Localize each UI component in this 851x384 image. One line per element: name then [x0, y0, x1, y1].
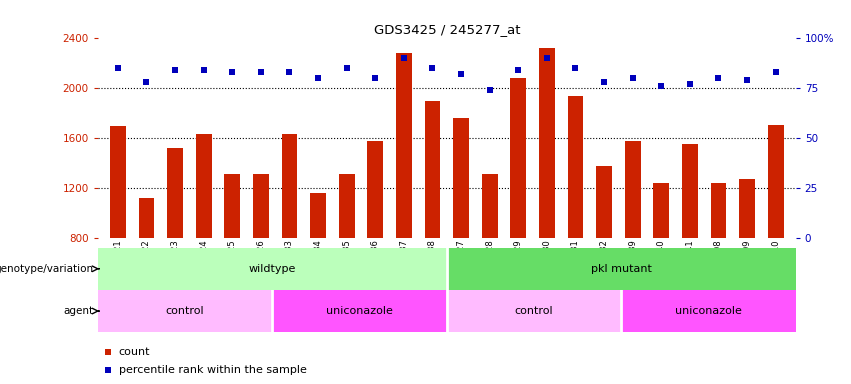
Bar — [167, 148, 183, 238]
Bar — [511, 78, 526, 238]
Text: percentile rank within the sample: percentile rank within the sample — [119, 365, 306, 375]
Bar — [740, 179, 755, 238]
Bar — [711, 183, 727, 238]
Text: control: control — [166, 306, 204, 316]
Bar — [282, 134, 297, 238]
Bar — [447, 290, 621, 332]
Bar — [139, 198, 154, 238]
Bar — [253, 174, 269, 238]
Bar — [597, 166, 612, 238]
Text: wildtype: wildtype — [248, 264, 296, 274]
Bar — [272, 290, 447, 332]
Text: pkl mutant: pkl mutant — [591, 264, 652, 274]
Bar — [625, 141, 641, 238]
Bar — [311, 193, 326, 238]
Text: uniconazole: uniconazole — [675, 306, 742, 316]
Bar — [98, 290, 272, 332]
Bar — [682, 144, 698, 238]
Text: uniconazole: uniconazole — [326, 306, 393, 316]
Bar — [110, 126, 126, 238]
Bar — [568, 96, 583, 238]
Bar — [621, 290, 796, 332]
Bar — [368, 141, 383, 238]
Bar — [482, 174, 498, 238]
Bar — [396, 53, 412, 238]
Bar — [654, 183, 669, 238]
Bar — [539, 48, 555, 238]
Text: count: count — [119, 347, 151, 357]
Bar — [196, 134, 212, 238]
Text: agent: agent — [64, 306, 94, 316]
Bar — [425, 101, 440, 238]
Bar — [447, 248, 796, 290]
Bar — [454, 118, 469, 238]
Bar — [225, 174, 240, 238]
Bar — [339, 174, 355, 238]
Text: genotype/variation: genotype/variation — [0, 264, 94, 274]
Text: control: control — [515, 306, 553, 316]
Bar — [98, 248, 447, 290]
Title: GDS3425 / 245277_at: GDS3425 / 245277_at — [374, 23, 520, 36]
Bar — [768, 124, 784, 238]
